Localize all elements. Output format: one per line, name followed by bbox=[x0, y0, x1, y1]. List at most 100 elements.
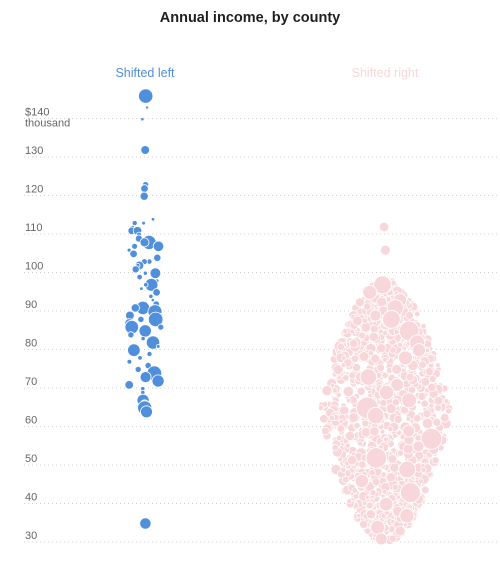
dot-shifted-left bbox=[134, 365, 142, 373]
dot-shifted-right bbox=[361, 419, 370, 428]
dot-shifted-right bbox=[321, 385, 333, 397]
dot-shifted-left bbox=[149, 267, 162, 280]
dot-shifted-left bbox=[130, 303, 140, 313]
dot-shifted-left bbox=[142, 270, 148, 276]
dot-shifted-left bbox=[127, 331, 135, 339]
dot-shifted-right bbox=[443, 398, 450, 404]
dot-shifted-right bbox=[342, 374, 350, 382]
dot-shifted-left bbox=[139, 286, 144, 291]
dot-shifted-right bbox=[399, 508, 415, 524]
group-label-shifted-right: Shifted right bbox=[352, 66, 419, 80]
dot-shifted-right bbox=[331, 387, 338, 394]
dot-shifted-right bbox=[417, 392, 427, 401]
dot-shifted-right bbox=[399, 482, 421, 504]
dot-shifted-right bbox=[342, 475, 350, 484]
group-label-layer: Shifted left Shifted right bbox=[115, 66, 418, 80]
dot-shifted-left bbox=[140, 405, 153, 419]
dot-shifted-left bbox=[150, 217, 156, 222]
dot-shifted-right bbox=[354, 297, 365, 308]
dot-shifted-right bbox=[394, 525, 406, 537]
dot-shifted-right bbox=[391, 483, 399, 491]
dot-shifted-right bbox=[428, 402, 435, 409]
dot-shifted-left bbox=[137, 355, 143, 361]
dot-shifted-left bbox=[126, 358, 133, 365]
dot-shifted-right bbox=[350, 354, 359, 363]
dot-shifted-left bbox=[126, 247, 132, 253]
dot-shifted-right bbox=[378, 384, 395, 401]
dot-shifted-left bbox=[143, 282, 149, 288]
dot-shifted-right bbox=[420, 463, 426, 468]
dot-shifted-right bbox=[395, 494, 401, 500]
dot-shifted-right bbox=[346, 398, 352, 404]
dot-shifted-right bbox=[411, 343, 427, 358]
y-tick-unit-label: thousand bbox=[25, 118, 70, 130]
dot-shifted-right bbox=[366, 509, 376, 520]
dot-shifted-left bbox=[140, 184, 149, 193]
dot-shifted-right bbox=[342, 385, 354, 398]
dot-shifted-right bbox=[321, 426, 330, 436]
dot-shifted-right bbox=[401, 392, 418, 409]
dot-shifted-right bbox=[379, 244, 391, 256]
dot-shifted-right bbox=[369, 309, 382, 322]
dot-shifted-right bbox=[353, 422, 361, 430]
dot-shifted-right bbox=[391, 363, 403, 375]
dot-shifted-right bbox=[349, 338, 359, 349]
dot-shifted-right bbox=[347, 455, 358, 466]
dot-shifted-right bbox=[433, 396, 444, 406]
y-tick-label-130: 130 bbox=[25, 145, 43, 157]
dot-shifted-left bbox=[138, 88, 154, 104]
y-tick-label-80: 80 bbox=[25, 338, 37, 350]
dot-shifted-right bbox=[418, 360, 427, 369]
dot-shifted-right bbox=[391, 432, 398, 439]
dot-shifted-right bbox=[388, 534, 397, 543]
dot-shifted-right bbox=[385, 402, 397, 414]
dot-shifted-right bbox=[351, 487, 358, 494]
dot-shifted-right bbox=[420, 466, 427, 473]
dot-shifted-right bbox=[341, 355, 347, 361]
dot-shifted-left bbox=[124, 380, 134, 390]
dot-shifted-right bbox=[387, 425, 394, 433]
dot-shifted-right bbox=[356, 513, 361, 519]
dot-shifted-right bbox=[328, 414, 336, 422]
dot-shifted-right bbox=[421, 485, 430, 495]
dot-shifted-right bbox=[374, 532, 388, 546]
dot-shifted-left bbox=[140, 145, 151, 155]
dot-shifted-right bbox=[344, 430, 356, 441]
dot-shifted-right bbox=[352, 363, 362, 372]
dot-shifted-right bbox=[381, 489, 388, 495]
dot-shifted-right bbox=[405, 372, 415, 382]
dot-shifted-left bbox=[137, 315, 145, 323]
dot-shifted-left bbox=[131, 242, 139, 250]
dot-shifted-right bbox=[418, 478, 424, 484]
dot-shifted-right bbox=[336, 424, 345, 433]
dot-shifted-right bbox=[330, 382, 336, 388]
dot-shifted-right bbox=[427, 382, 437, 393]
dot-shifted-right bbox=[420, 323, 427, 330]
dot-shifted-left bbox=[139, 237, 150, 248]
dot-shifted-right bbox=[332, 364, 344, 376]
dot-shifted-left bbox=[139, 191, 149, 201]
dot-shifted-left bbox=[127, 343, 141, 357]
dot-shifted-right bbox=[359, 519, 369, 529]
dot-shifted-right bbox=[368, 468, 376, 477]
dot-shifted-right bbox=[398, 460, 417, 479]
dot-shifted-left bbox=[157, 323, 165, 331]
dots-shifted-left bbox=[124, 88, 165, 530]
dot-shifted-left bbox=[131, 265, 140, 274]
y-tick-label-70: 70 bbox=[25, 376, 37, 388]
dot-shifted-right bbox=[352, 315, 363, 327]
dot-shifted-right bbox=[434, 362, 441, 368]
dot-shifted-right bbox=[358, 351, 370, 362]
dot-shifted-right bbox=[362, 284, 378, 300]
y-tick-label-30: 30 bbox=[25, 530, 37, 542]
y-tick-label-60: 60 bbox=[25, 415, 37, 427]
dot-shifted-right bbox=[378, 221, 390, 233]
dot-shifted-left bbox=[140, 117, 145, 122]
dot-shifted-right bbox=[368, 331, 379, 342]
dot-shifted-right bbox=[420, 427, 443, 450]
dot-shifted-right bbox=[389, 462, 400, 473]
y-tick-label-40: 40 bbox=[25, 492, 37, 504]
dot-shifted-right bbox=[371, 477, 381, 487]
